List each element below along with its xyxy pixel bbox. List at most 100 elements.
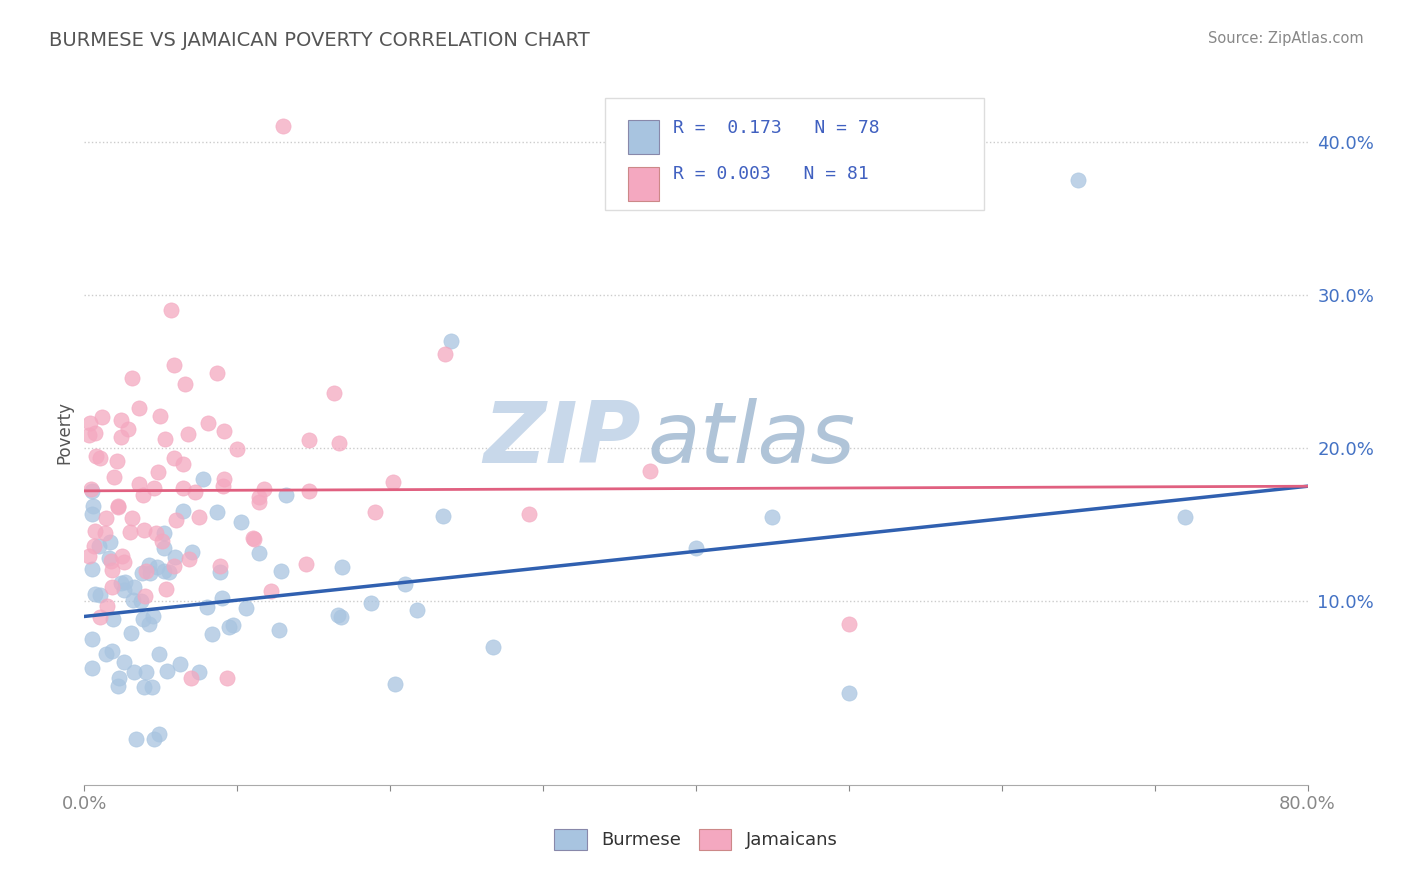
Point [201,626,224,640]
Point [101,580,124,594]
Point [322,385,344,400]
Point [271,120,294,134]
Point [122,593,145,607]
Point [229,516,252,530]
Point [159,303,181,318]
Point [117,422,139,436]
Point [101,563,124,577]
Point [122,665,145,679]
Point [330,560,353,574]
Point [80,661,103,675]
Point [150,533,173,548]
Point [174,376,197,391]
Point [235,601,257,615]
Point [181,544,204,558]
Point [83,524,105,539]
Point [155,432,177,446]
Point [84,449,107,463]
Point [97,550,120,565]
Point [685,541,707,555]
Point [82,632,104,647]
Point [152,525,174,540]
Text: atlas: atlas [647,398,855,481]
Point [155,582,177,596]
Point [440,334,463,348]
Point [364,505,387,519]
Point [163,450,186,465]
Legend: Burmese, Jamaicans: Burmese, Jamaicans [547,822,845,857]
Point [243,533,266,547]
Point [122,580,145,594]
Point [406,603,429,617]
Point [269,624,291,638]
Point [142,609,165,624]
Point [131,594,153,608]
Point [107,500,129,515]
Point [94,511,117,525]
Point [152,565,174,579]
Point [326,608,349,623]
Point [156,665,179,679]
Point [135,565,157,579]
Point [172,504,194,518]
Text: ZIP: ZIP [484,398,641,481]
Point [270,564,292,578]
Point [138,558,160,573]
Point [94,648,117,662]
Point [394,577,416,591]
Point [177,552,200,566]
Y-axis label: Poverty: Poverty [55,401,73,464]
Point [94,526,117,541]
Point [212,473,235,487]
Point [125,731,148,746]
Point [360,596,382,610]
Point [135,665,157,679]
Point [80,562,103,576]
Point [180,671,202,685]
Point [77,549,100,564]
Point [163,358,186,372]
Point [145,525,167,540]
Point [148,647,170,661]
Point [79,483,101,497]
Point [209,565,232,579]
Point [108,671,131,685]
Point [330,609,353,624]
Point [188,510,211,524]
Point [132,523,155,537]
Point [276,488,298,502]
Point [482,640,505,655]
Point [139,566,162,580]
Text: Source: ZipAtlas.com: Source: ZipAtlas.com [1208,31,1364,46]
Point [165,513,187,527]
Point [121,511,143,525]
Point [253,482,276,496]
Point [142,481,165,495]
Point [111,549,134,563]
Point [80,507,103,521]
Point [128,401,150,415]
Point [128,476,150,491]
Point [165,549,187,564]
Point [384,676,406,690]
Point [247,494,270,508]
Point [188,665,211,679]
Point [176,427,198,442]
Point [382,475,405,490]
Point [432,509,454,524]
Point [100,554,122,568]
Point [153,541,176,555]
Point [205,505,228,519]
Point [328,436,350,450]
Text: R = 0.003   N = 81: R = 0.003 N = 81 [673,165,869,183]
Point [79,416,101,430]
Point [434,347,457,361]
Point [163,559,186,574]
Point [138,616,160,631]
Point [82,499,104,513]
Point [101,612,124,626]
Point [172,481,194,495]
Point [89,450,111,465]
Point [96,599,118,614]
Point [145,560,167,574]
